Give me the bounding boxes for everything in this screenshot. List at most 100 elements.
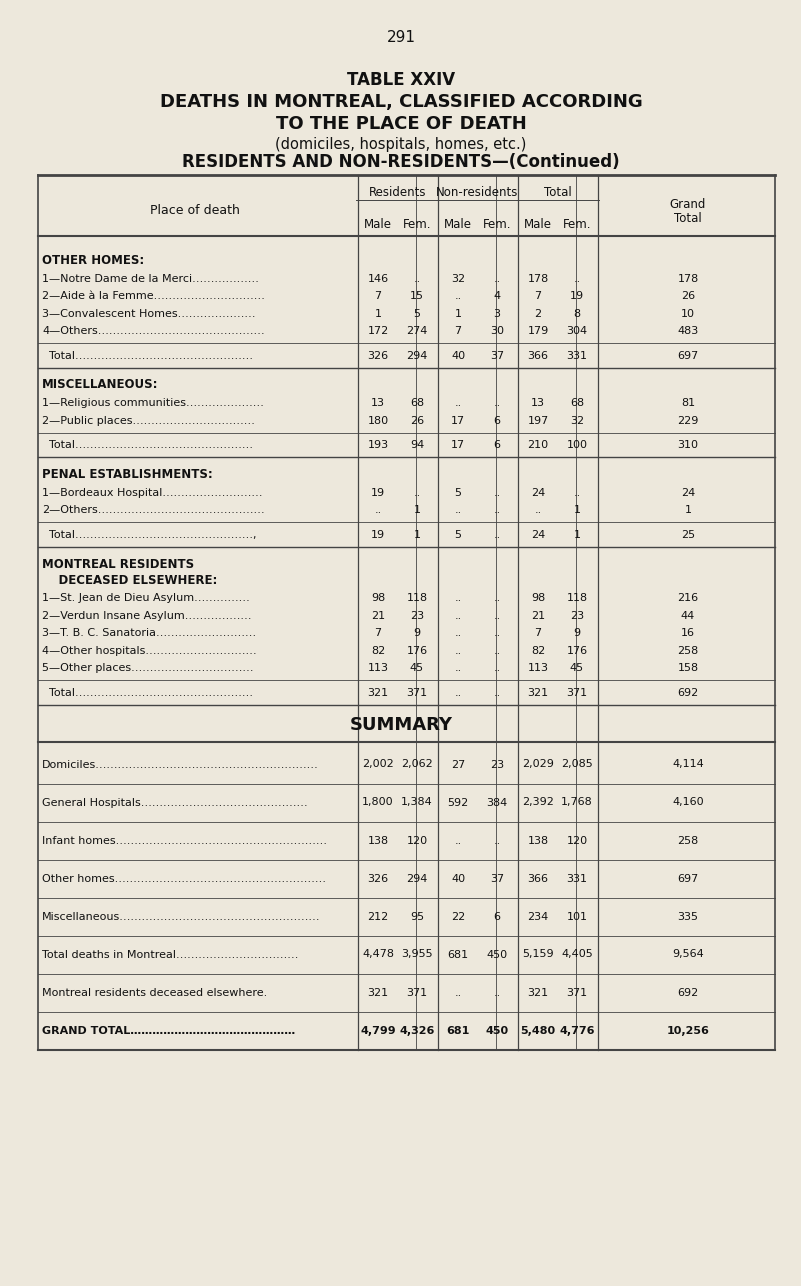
Text: Fem.: Fem. [563,219,591,231]
Text: 216: 216 [678,593,698,603]
Text: 366: 366 [528,351,549,361]
Text: 179: 179 [527,327,549,336]
Text: ..: .. [534,505,541,516]
Text: Total…………………………………………,: Total…………………………………………, [42,530,256,540]
Text: 94: 94 [410,440,424,450]
Text: PENAL ESTABLISHMENTS:: PENAL ESTABLISHMENTS: [42,468,213,481]
Text: 304: 304 [566,327,588,336]
Text: 8: 8 [574,309,581,319]
Text: Total: Total [544,185,571,198]
Text: Miscellaneous………………………………………………: Miscellaneous……………………………………………… [42,912,320,922]
Text: 68: 68 [410,399,424,408]
Text: 172: 172 [368,327,388,336]
Text: 3: 3 [493,309,501,319]
Text: 1: 1 [413,530,421,540]
Text: MISCELLANEOUS:: MISCELLANEOUS: [42,378,159,391]
Text: 1—St. Jean de Dieu Asylum……………: 1—St. Jean de Dieu Asylum…………… [42,593,250,603]
Text: OTHER HOMES:: OTHER HOMES: [42,255,144,267]
Text: Total…………………………………………: Total………………………………………… [42,688,253,698]
Text: 331: 331 [566,873,587,883]
Text: ..: .. [454,593,461,603]
Text: 2—Verdun Insane Asylum………………: 2—Verdun Insane Asylum……………… [42,611,252,621]
Text: 3,955: 3,955 [401,949,433,959]
Text: Fem.: Fem. [403,219,431,231]
Text: 9: 9 [574,629,581,638]
Text: ..: .. [413,274,421,284]
Text: 1,768: 1,768 [562,797,593,808]
Text: 697: 697 [678,873,698,883]
Text: 371: 371 [406,988,428,998]
Text: 692: 692 [678,988,698,998]
Text: (domiciles, hospitals, homes, etc.): (domiciles, hospitals, homes, etc.) [276,136,527,152]
Text: 4—Other hospitals…………………………: 4—Other hospitals………………………… [42,646,256,656]
Text: ..: .. [493,505,501,516]
Text: 37: 37 [490,351,504,361]
Text: 2—Others………………………………………: 2—Others……………………………………… [42,505,264,516]
Text: 19: 19 [570,291,584,301]
Text: 1—Bordeaux Hospital………………………: 1—Bordeaux Hospital……………………… [42,487,263,498]
Text: 118: 118 [566,593,588,603]
Text: 6: 6 [493,440,501,450]
Text: 24: 24 [531,487,545,498]
Text: 193: 193 [368,440,388,450]
Text: 326: 326 [368,873,388,883]
Text: ..: .. [493,688,501,698]
Text: 294: 294 [406,873,428,883]
Text: 681: 681 [446,1025,469,1035]
Text: 2,085: 2,085 [562,760,593,769]
Text: Total…………………………………………: Total………………………………………… [42,440,253,450]
Text: 7: 7 [374,291,381,301]
Text: 450: 450 [485,1025,509,1035]
Text: 1: 1 [375,309,381,319]
Text: 210: 210 [527,440,549,450]
Text: 5,480: 5,480 [521,1025,556,1035]
Text: ..: .. [493,611,501,621]
Text: 1,800: 1,800 [362,797,394,808]
Text: TO THE PLACE OF DEATH: TO THE PLACE OF DEATH [276,114,526,132]
Text: 384: 384 [486,797,508,808]
Text: 23: 23 [570,611,584,621]
Text: 23: 23 [410,611,424,621]
Text: DEATHS IN MONTREAL, CLASSIFIED ACCORDING: DEATHS IN MONTREAL, CLASSIFIED ACCORDING [159,93,642,111]
Text: 6: 6 [493,912,501,922]
Text: 321: 321 [527,988,549,998]
Text: 178: 178 [527,274,549,284]
Text: Montreal residents deceased elsewhere.: Montreal residents deceased elsewhere. [42,988,268,998]
Text: 82: 82 [531,646,545,656]
Text: DECEASED ELSEWHERE:: DECEASED ELSEWHERE: [42,574,217,586]
Text: 5: 5 [413,309,421,319]
Text: 146: 146 [368,274,388,284]
Text: ..: .. [454,664,461,674]
Text: 310: 310 [678,440,698,450]
Text: 1—Notre Dame de la Merci………………: 1—Notre Dame de la Merci……………… [42,274,259,284]
Text: 6: 6 [493,415,501,426]
Text: 5: 5 [454,530,461,540]
Text: 23: 23 [490,760,504,769]
Text: ..: .. [493,646,501,656]
Text: Domiciles……………………………………………………: Domiciles…………………………………………………… [42,760,319,769]
Text: 19: 19 [371,487,385,498]
Text: 24: 24 [681,487,695,498]
Text: 19: 19 [371,530,385,540]
Text: 366: 366 [528,873,549,883]
Text: 120: 120 [566,836,588,845]
Text: 1: 1 [574,530,581,540]
Text: 7: 7 [454,327,461,336]
Text: 4,776: 4,776 [559,1025,595,1035]
Text: 120: 120 [406,836,428,845]
Text: 1,384: 1,384 [401,797,433,808]
Text: Residents: Residents [368,185,426,198]
Text: 113: 113 [528,664,549,674]
Text: 294: 294 [406,351,428,361]
Text: 291: 291 [387,31,416,45]
Text: 2,062: 2,062 [401,760,433,769]
Text: SUMMARY: SUMMARY [349,716,453,734]
Text: 197: 197 [527,415,549,426]
Text: 113: 113 [368,664,388,674]
Text: 212: 212 [368,912,388,922]
Text: 32: 32 [570,415,584,426]
Text: 321: 321 [527,688,549,698]
Text: 178: 178 [678,274,698,284]
Text: 37: 37 [490,873,504,883]
Text: ..: .. [574,487,581,498]
